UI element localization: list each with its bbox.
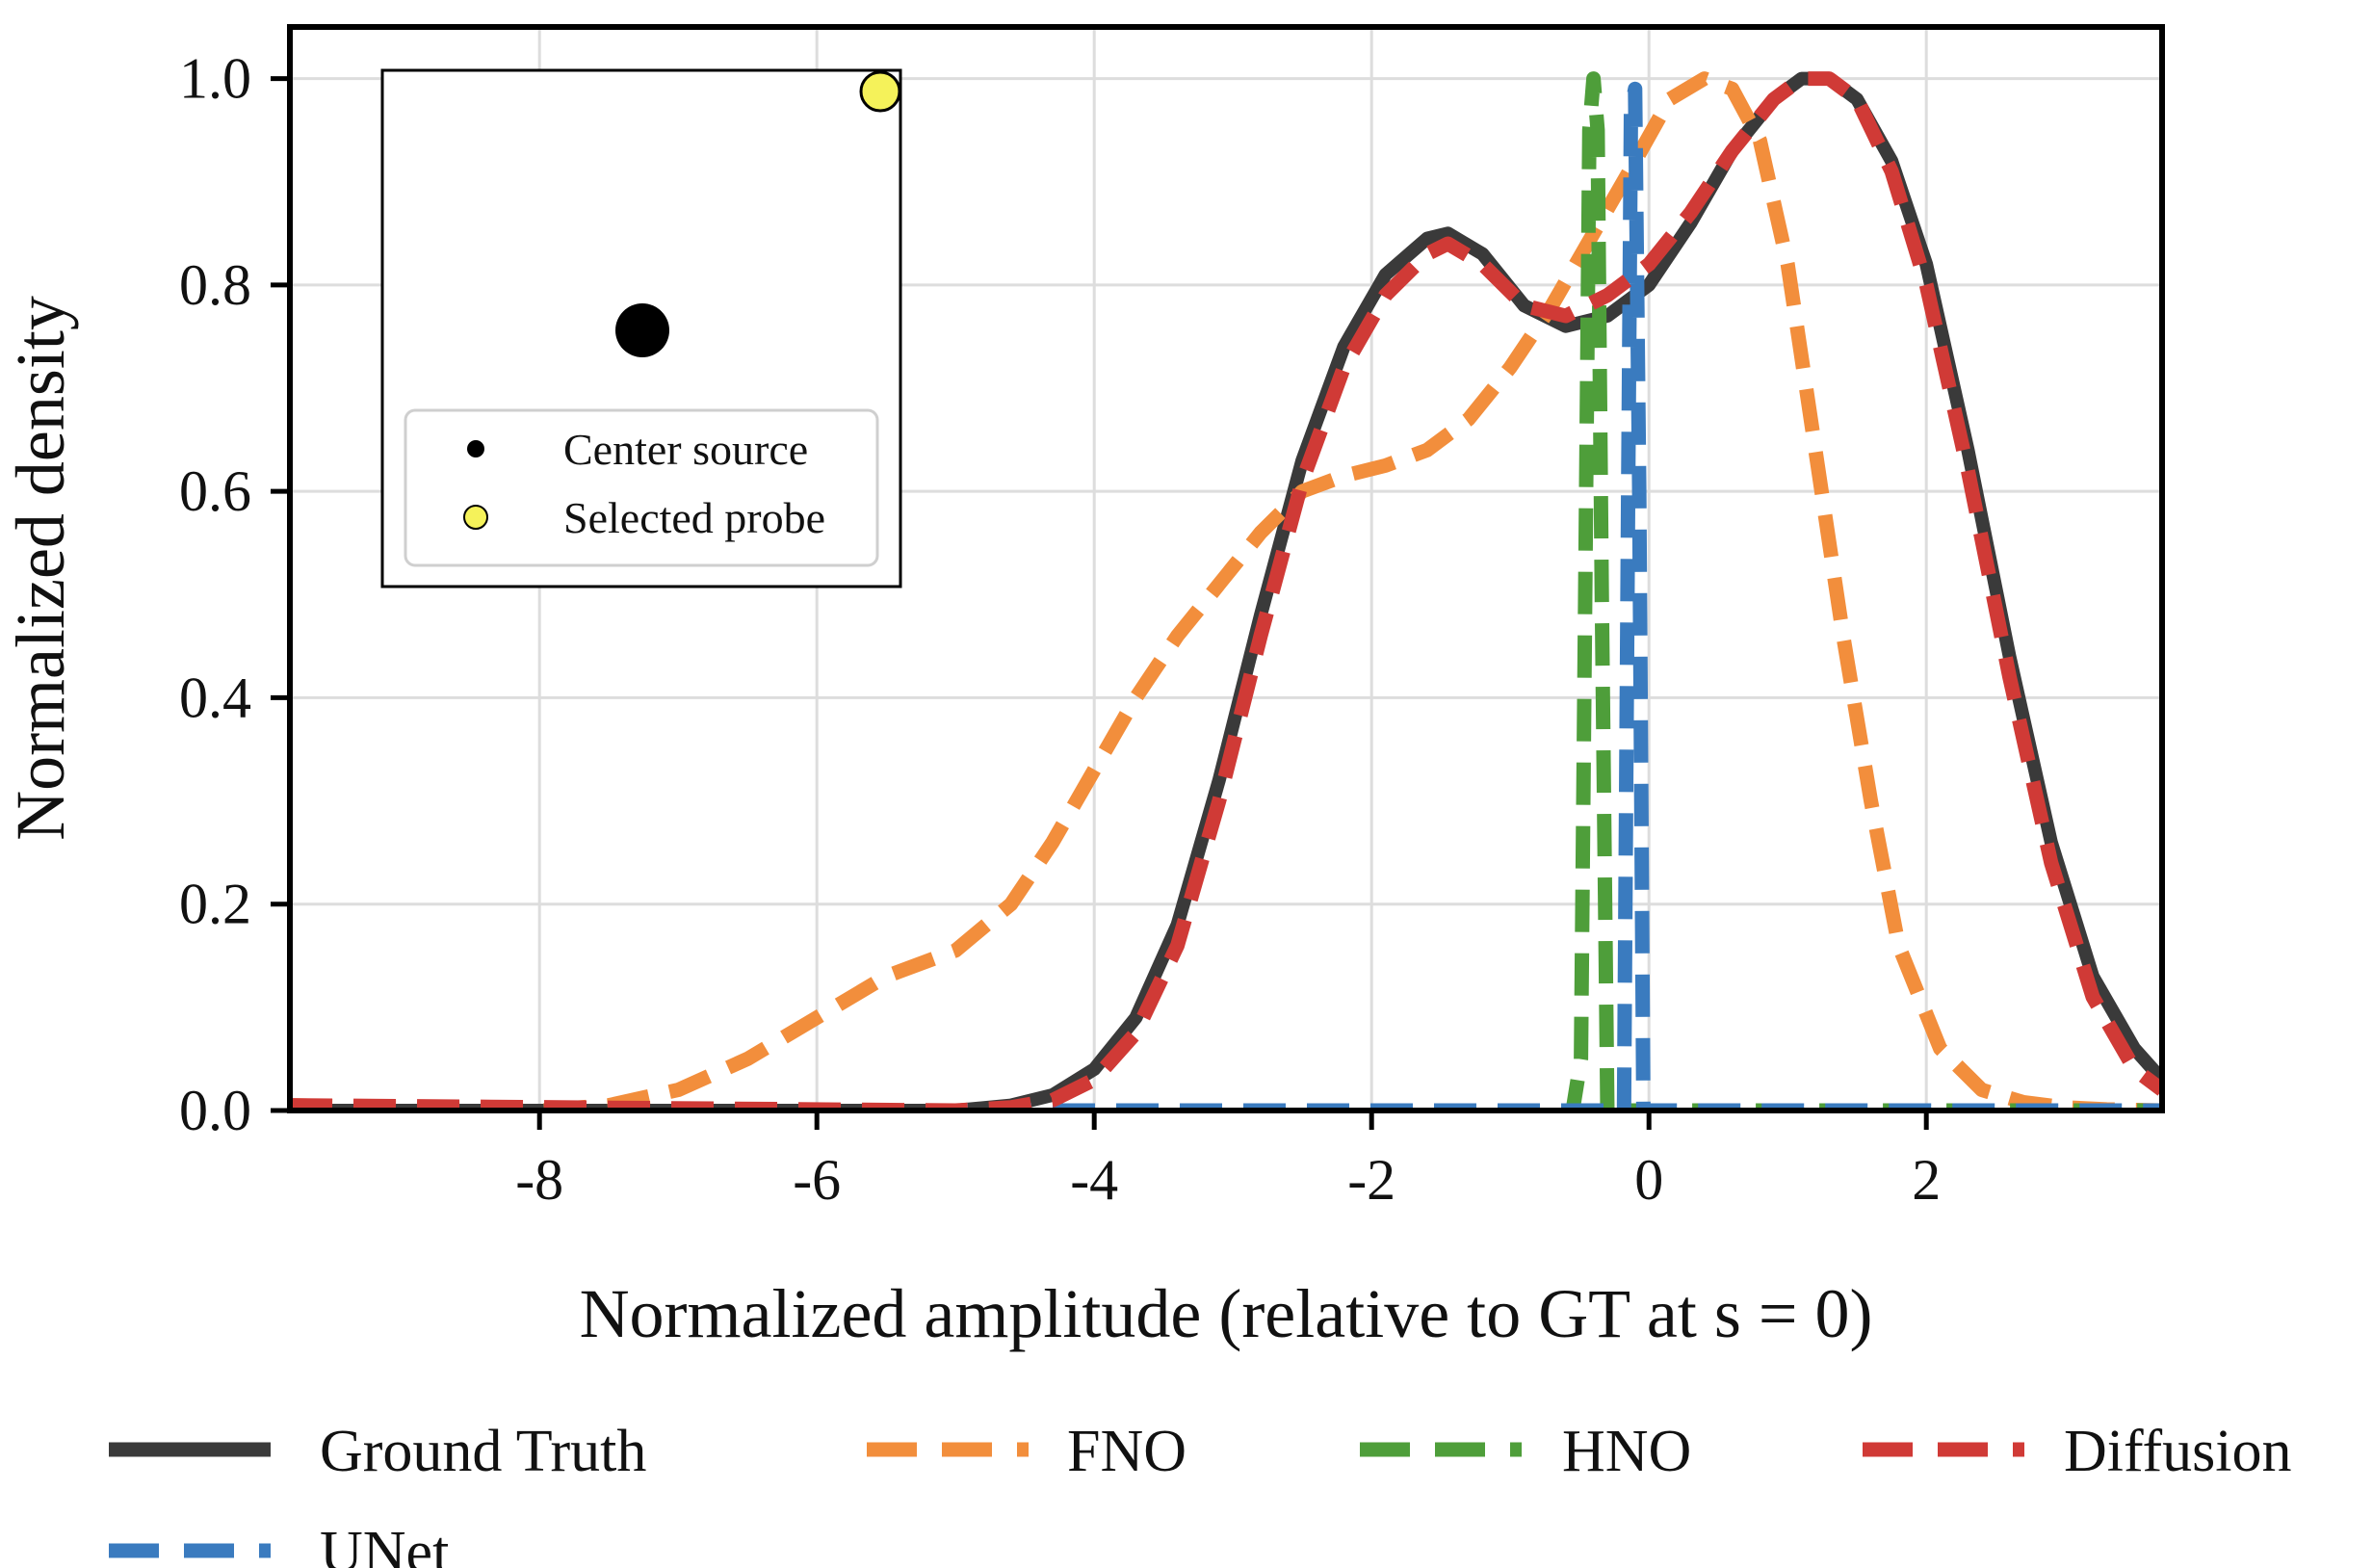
y-tick-label: 0.4 (179, 666, 251, 729)
x-axis-label: Normalized amplitude (relative to GT at … (580, 1275, 1873, 1352)
series-line-unet (290, 81, 2162, 1111)
legend-label-ground-truth: Ground Truth (320, 1419, 646, 1484)
inset-legend-probe-marker (463, 505, 488, 530)
inset-panel: Center source Selected probe (380, 68, 902, 588)
y-tick-label: 1.0 (179, 47, 251, 111)
plot-frame (287, 24, 2165, 1113)
series-layer (290, 71, 2162, 1111)
y-tick-label: 0.2 (179, 873, 251, 936)
series-line-diffusion (290, 71, 2162, 1111)
y-tick-label: 0.8 (179, 253, 251, 317)
x-tick-label: -6 (793, 1148, 841, 1212)
legend-label-fno: FNO (1067, 1419, 1186, 1484)
inset-legend-center-marker (467, 440, 484, 457)
legend: Ground Truth FNO HNO Diffusion UNet (109, 1419, 2292, 1568)
legend-label-diffusion: Diffusion (2064, 1419, 2292, 1484)
x-tick-label: -8 (515, 1148, 563, 1212)
y-tick-label: 0.6 (179, 459, 251, 523)
legend-label-unet: UNet (320, 1520, 449, 1568)
x-tick-label: 0 (1634, 1148, 1663, 1212)
x-tick-label: -2 (1347, 1148, 1395, 1212)
legend-label-hno: HNO (1562, 1419, 1691, 1484)
series-line-hno (290, 71, 2162, 1111)
selected-probe-marker (859, 70, 901, 113)
x-tick-label: 2 (1912, 1148, 1941, 1212)
inset-legend-box (404, 408, 879, 567)
ticks: -8 -6 -4 -2 0 2 0.0 0.2 0.4 0.6 0.8 1.0 (179, 47, 1941, 1212)
y-axis-label: Normalized density (2, 296, 79, 841)
inset-legend-center-label: Center source (563, 425, 808, 474)
inset-legend-probe-label: Selected probe (563, 493, 825, 542)
y-tick-label: 0.0 (179, 1079, 251, 1142)
center-source-marker (615, 303, 669, 357)
series-line-fno (290, 71, 2162, 1111)
series-line-ground-truth (290, 71, 2162, 1111)
x-tick-label: -4 (1070, 1148, 1118, 1212)
